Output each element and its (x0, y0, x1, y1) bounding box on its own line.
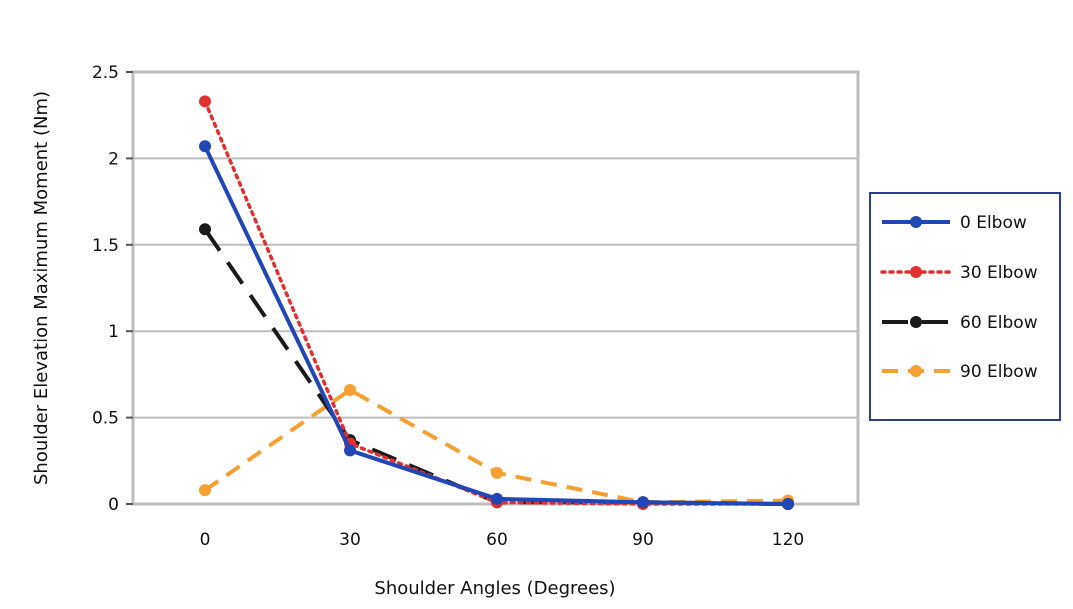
y-tick-label: 0 (108, 495, 119, 515)
series-line (203, 228, 789, 506)
legend: 0 Elbow 30 Elbow 60 Elbow 90 Elbow (880, 213, 1038, 382)
x-tick-label: 30 (339, 530, 361, 550)
legend-label: 90 Elbow (960, 362, 1038, 382)
legend-box (869, 192, 1061, 421)
legend-label: 60 Elbow (960, 313, 1038, 333)
axis-layer: 0 0.5 1 1.5 2 2.5 0 30 60 90 120 (92, 63, 804, 550)
series-layer (199, 95, 794, 510)
data-point (344, 383, 356, 396)
legend-label: 0 Elbow (960, 213, 1027, 233)
grid-layer (133, 157, 858, 419)
y-tick-label: 2.5 (92, 63, 119, 83)
x-axis-title: Shoulder Angles (Degrees) (374, 578, 615, 599)
series-line (203, 99, 790, 506)
y-tick-label: 2 (108, 149, 119, 169)
y-tick-label: 1 (108, 322, 119, 342)
data-point (199, 95, 211, 108)
series-line (203, 387, 789, 505)
y-tick-label: 1.5 (92, 236, 119, 256)
legend-swatch-marker (910, 266, 922, 278)
series-line (203, 145, 789, 506)
data-point (491, 492, 503, 505)
legend-swatch-marker (910, 365, 922, 377)
legend-swatch-marker (910, 216, 922, 228)
data-point (199, 223, 211, 236)
data-point (491, 466, 503, 479)
x-tick-label: 120 (772, 530, 804, 550)
data-point (199, 484, 211, 497)
legend-swatch-marker (910, 316, 922, 328)
y-axis-title: Shoulder Elevation Maximum Moment (Nm) (31, 91, 52, 485)
x-tick-label: 90 (632, 530, 654, 550)
plot-area-border (131, 70, 860, 506)
x-tick-label: 0 (200, 530, 211, 550)
data-point (637, 496, 649, 509)
y-tick-label: 0.5 (92, 409, 119, 429)
data-point (344, 444, 356, 457)
data-point (782, 498, 794, 510)
x-tick-label: 60 (486, 530, 508, 550)
data-point (199, 140, 211, 153)
legend-label: 30 Elbow (960, 263, 1038, 283)
